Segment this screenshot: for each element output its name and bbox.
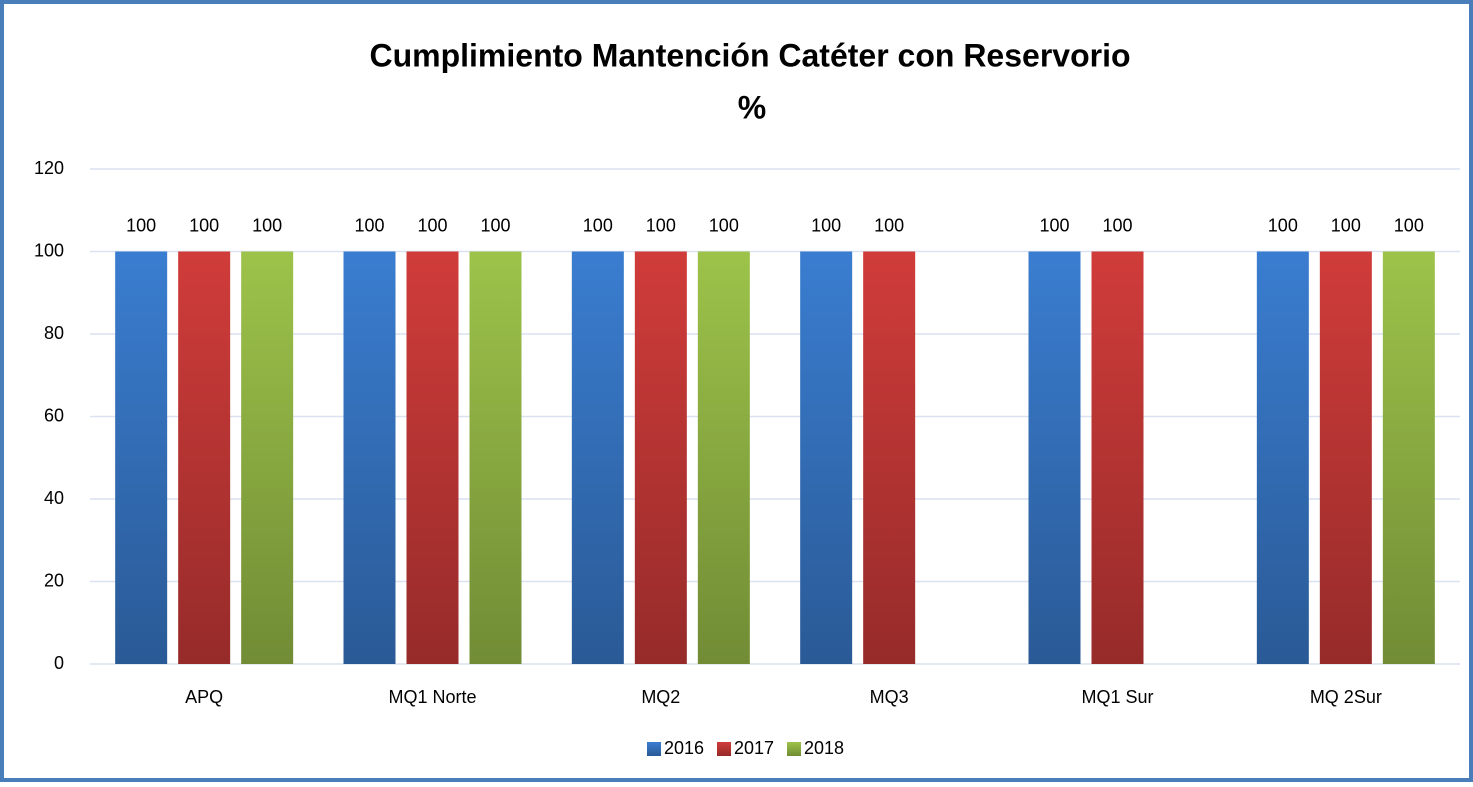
- data-label: 100: [126, 215, 156, 235]
- data-label: 100: [709, 215, 739, 235]
- bar: [343, 251, 396, 664]
- bar: [634, 251, 687, 664]
- bar: [241, 251, 294, 664]
- bar: [1319, 251, 1372, 664]
- data-label: 100: [1039, 215, 1069, 235]
- legend-label: 2017: [734, 738, 774, 758]
- y-tick-label: 120: [34, 158, 64, 178]
- data-label: 100: [1331, 215, 1361, 235]
- y-tick-label: 80: [44, 323, 64, 343]
- x-tick-label: MQ 2Sur: [1310, 687, 1382, 707]
- y-tick-label: 40: [44, 488, 64, 508]
- bar: [800, 251, 853, 664]
- bar: [1382, 251, 1435, 664]
- x-tick-label: MQ1 Norte: [388, 687, 476, 707]
- y-tick-label: 0: [54, 653, 64, 673]
- data-label: 100: [354, 215, 384, 235]
- data-label: 100: [1268, 215, 1298, 235]
- chart-subtitle: %: [738, 89, 766, 125]
- data-label: 100: [480, 215, 510, 235]
- legend-swatch: [787, 742, 801, 756]
- x-tick-label: MQ3: [870, 687, 909, 707]
- chart-title: Cumplimiento Mantención Catéter con Rese…: [369, 37, 1130, 73]
- data-label: 100: [417, 215, 447, 235]
- data-label: 100: [583, 215, 613, 235]
- data-label: 100: [189, 215, 219, 235]
- data-label: 100: [1394, 215, 1424, 235]
- data-label: 100: [1102, 215, 1132, 235]
- y-tick-label: 100: [34, 240, 64, 260]
- legend-label: 2016: [664, 738, 704, 758]
- x-tick-label: MQ1 Sur: [1081, 687, 1153, 707]
- bar: [1028, 251, 1081, 664]
- bar: [178, 251, 231, 664]
- legend-swatch: [717, 742, 731, 756]
- data-label: 100: [252, 215, 282, 235]
- bar: [469, 251, 522, 664]
- bar: [697, 251, 750, 664]
- data-label: 100: [874, 215, 904, 235]
- x-tick-label: APQ: [185, 687, 223, 707]
- y-tick-label: 20: [44, 570, 64, 590]
- bar: [571, 251, 624, 664]
- bar: [115, 251, 168, 664]
- legend-label: 2018: [804, 738, 844, 758]
- bar: [863, 251, 916, 664]
- legend-swatch: [647, 742, 661, 756]
- bar: [1256, 251, 1309, 664]
- data-label: 100: [646, 215, 676, 235]
- bar: [1091, 251, 1144, 664]
- data-label: 100: [811, 215, 841, 235]
- x-tick-label: MQ2: [641, 687, 680, 707]
- bar: [406, 251, 459, 664]
- y-tick-label: 60: [44, 405, 64, 425]
